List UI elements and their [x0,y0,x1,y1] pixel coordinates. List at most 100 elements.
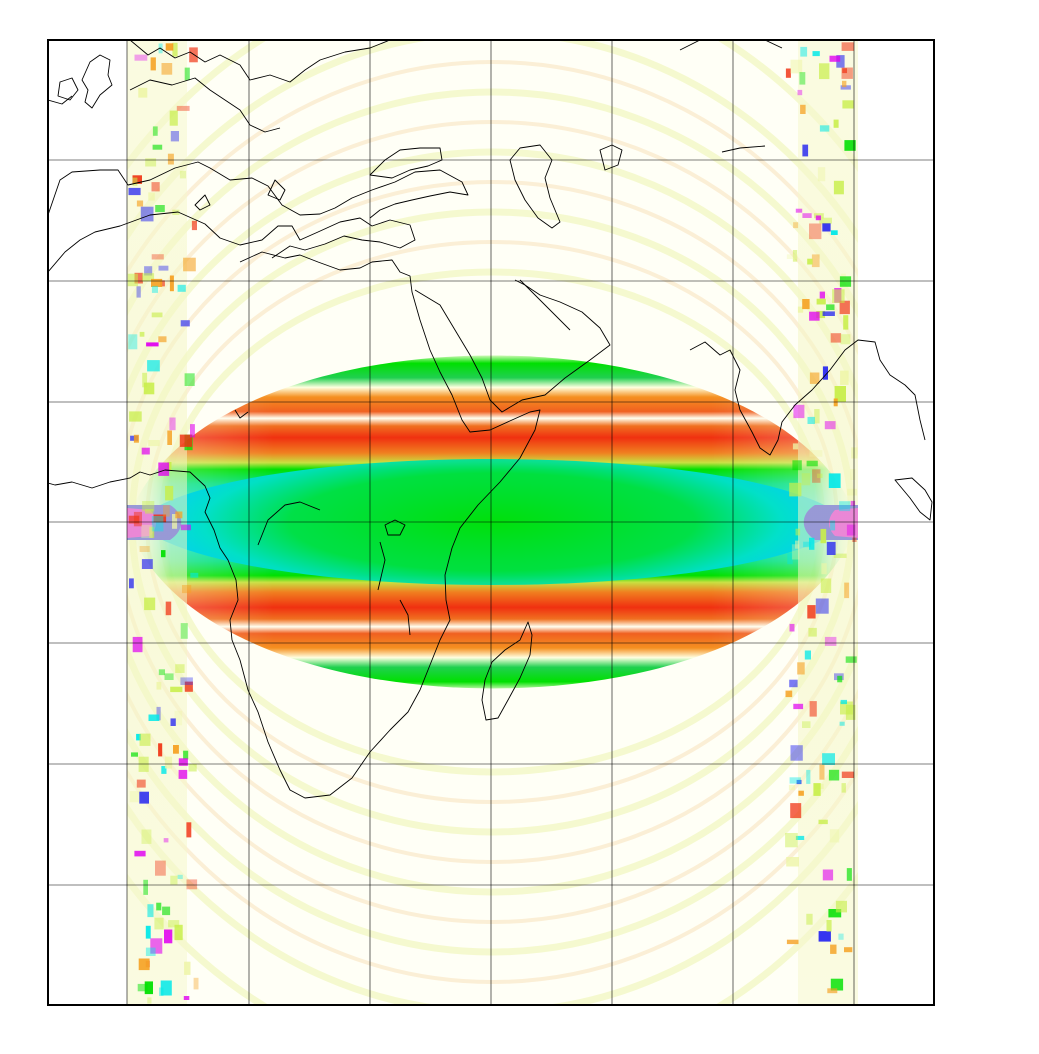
field-speckle [793,404,805,419]
field-speckle [839,721,845,726]
field-speckle [839,276,852,287]
field-speckle [840,273,846,279]
field-speckle [840,370,849,385]
field-speckle [178,758,188,766]
field-speckle [841,67,853,79]
field-speckle [833,119,839,128]
field-speckle [143,382,155,395]
field-speckle [822,869,834,881]
field-speckle [830,230,838,235]
field-speckle [819,125,830,132]
field-speckle [841,42,854,51]
field-speckle [188,764,197,772]
field-speckle [174,710,183,726]
field-speckle [142,273,155,282]
field-speckle [156,681,162,690]
field-speckle [830,520,836,531]
field-speckle [806,913,813,925]
field-speckle [183,257,196,272]
field-speckle [178,769,188,779]
field-speckle [160,980,172,996]
field-speckle [816,298,826,305]
field-speckle [789,777,801,784]
field-speckle [142,372,148,388]
field-speckle [792,460,802,471]
field-speckle [811,254,820,268]
field-speckle [155,860,166,876]
field-speckle [129,411,142,422]
field-speckle [815,598,829,614]
field-speckle [142,501,155,512]
field-speckle [134,54,148,61]
field-speckle [840,334,851,345]
field-speckle [139,791,149,804]
field-speckle [807,258,813,265]
field-speckle [161,550,166,558]
field-speckle [145,947,156,956]
field-speckle [158,336,167,343]
field-speckle [153,514,167,523]
field-speckle [786,939,799,945]
field-speckle [144,981,153,995]
field-speckle [836,55,845,68]
field-speckle [790,803,802,819]
arabia-coastline [414,279,611,413]
field-speckle [133,434,139,443]
field-speckle [824,636,837,646]
field-speckle [818,819,828,825]
field-speckle [134,272,143,284]
field-speckle [809,372,820,384]
field-speckle [830,333,842,343]
field-speckle [797,89,803,96]
field-speckle [839,501,851,512]
field-speckle [168,920,180,928]
field-speckle [190,424,195,438]
field-speckle [152,144,163,150]
field-speckle [820,528,827,544]
field-speckle [172,514,178,529]
edge-speckles [127,42,858,1004]
field-speckle [796,779,802,785]
field-speckle [137,983,148,992]
field-speckle [172,42,178,57]
field-speckle [184,961,191,975]
field-speckle [806,460,818,467]
field-speckle [151,285,158,293]
field-speckle [163,505,170,517]
field-speckle [165,601,172,616]
field-speckle [128,334,138,350]
field-speckle [786,857,799,867]
field-speckle [164,673,174,680]
field-speckle [193,977,199,990]
field-speckle [175,511,183,519]
field-speckle [163,838,169,843]
field-speckle [844,582,850,599]
field-speckle [173,745,179,754]
field-speckle [818,931,831,942]
field-speckle [156,902,162,911]
field-speckle [840,85,851,90]
black-sea-coastline [369,147,443,179]
field-speckle [819,63,830,80]
field-speckle [795,208,803,213]
field-speckle [802,721,811,728]
field-speckle [789,679,798,688]
field-speckle [136,200,144,207]
field-speckle [819,764,825,780]
field-speckle [143,879,148,895]
field-speckle [145,158,157,167]
field-speckle [186,879,198,890]
field-speckle [180,320,190,327]
field-speckle [169,417,176,431]
field-speckle [158,462,170,476]
field-speckle [184,681,193,692]
field-speckle [139,546,150,552]
field-speckle [145,925,151,939]
field-speckle [829,55,841,62]
field-speckle [838,933,844,940]
field-speckle [809,537,815,550]
field-speckle [158,669,165,676]
field-speckle [129,578,134,589]
field-speckle [176,105,190,111]
field-speckle [797,306,804,313]
